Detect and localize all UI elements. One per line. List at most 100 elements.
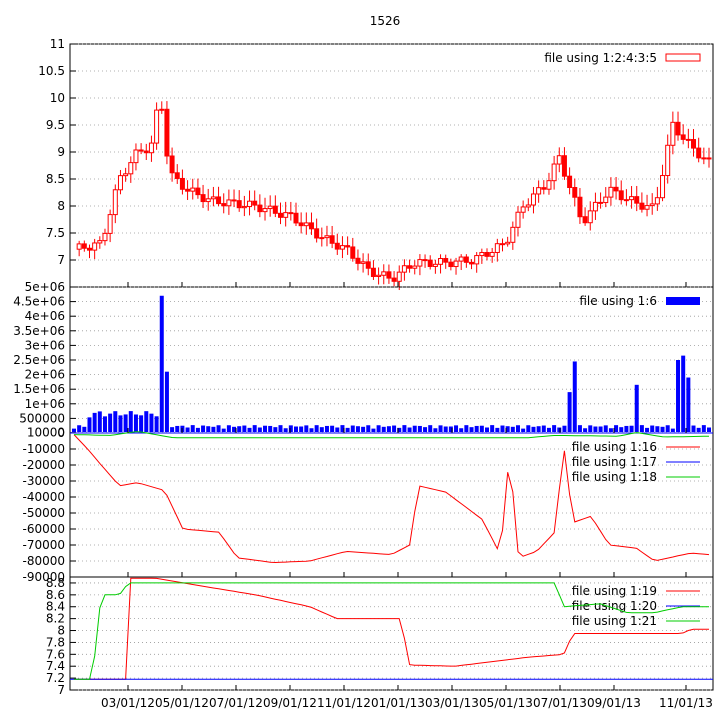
chart-panels: 7 7.5 8 8.5 9 9.5 10 10.5 11 file using 1:2:4:3:5… [13, 37, 714, 697]
volume-bar [97, 411, 102, 432]
volume-bar [608, 428, 613, 432]
volume-bar [190, 425, 195, 432]
candle-body [355, 257, 361, 264]
volume-bar [603, 425, 608, 432]
volume-bar [634, 384, 639, 432]
volume-bar [211, 426, 216, 432]
volume-bar [495, 427, 500, 432]
volume-bar [226, 425, 231, 432]
candle-body [81, 243, 87, 249]
volume-bar [216, 425, 221, 432]
candle-body [530, 193, 536, 206]
volume-bar [123, 414, 128, 432]
x-axis-labels: 03/01/12 05/01/12 07/01/12 09/01/12 11/01/12… [101, 696, 713, 710]
volume-bar [402, 425, 407, 432]
volume-bar [593, 426, 598, 432]
candle-body [401, 265, 407, 273]
candle-body [179, 177, 185, 190]
y-tick-label: -60000 [22, 522, 65, 536]
candle-body [257, 204, 263, 213]
panel-4: 77.27.47.67.888.28.48.68.8 file using 1:1… [46, 576, 714, 697]
volume-bar [139, 415, 144, 432]
volume-bar [195, 427, 200, 432]
legend-label: file using 1:17 [572, 455, 657, 469]
legend-label: file using 1:16 [572, 440, 657, 454]
y-tick-label: -70000 [22, 538, 65, 552]
candle-body [298, 222, 304, 227]
volume-bar [515, 425, 520, 432]
chart-title: 1526 [370, 14, 401, 28]
candle-body [345, 245, 351, 248]
candle-body [608, 186, 614, 198]
y-tick-label: 9 [57, 145, 65, 159]
candle-body [308, 222, 314, 230]
volume-bar [681, 355, 686, 432]
volume-bar [464, 425, 469, 432]
candle-body [412, 265, 418, 269]
series-line-18 [73, 431, 710, 439]
series-line-16 [73, 434, 710, 564]
volume-bar [526, 425, 531, 432]
volume-bar [469, 427, 474, 432]
candle-body [680, 134, 686, 140]
x-tick-label: 05/01/12 [155, 696, 209, 710]
volume-bar [479, 425, 484, 432]
volume-bar [624, 425, 629, 432]
candle-body [644, 205, 650, 210]
candle-body [262, 208, 268, 213]
candle-body [334, 242, 340, 250]
volume-bar [629, 425, 634, 432]
y-tick-label: 7.8 [46, 635, 65, 649]
volume-bar [392, 425, 397, 432]
legend-swatch [665, 53, 701, 62]
legend-label: file using 1:2:4:3:5 [544, 51, 657, 65]
x-tick-label: 01/01/13 [371, 696, 425, 710]
volume-bar [263, 425, 268, 432]
volume-bar [304, 425, 309, 432]
candle-body [386, 271, 392, 279]
volume-bar [639, 425, 644, 432]
volume-bar [283, 428, 288, 432]
candle-body [510, 226, 516, 243]
candle-body [205, 198, 211, 203]
volume-bar [443, 426, 448, 432]
volume-bar [588, 425, 593, 432]
candle-body [592, 201, 598, 212]
volume-bar [417, 425, 422, 432]
volume-bar [412, 425, 417, 432]
volume-bar [665, 425, 670, 432]
volume-bar [288, 425, 293, 432]
candle-body [293, 212, 299, 224]
candle-body [216, 196, 222, 205]
y-tick-label: 8.5 [46, 172, 65, 186]
volume-bar [552, 425, 557, 432]
x-tick-label: 09/01/12 [263, 696, 317, 710]
candle-body [102, 232, 108, 242]
candle-body [350, 246, 356, 259]
candle-body [438, 258, 444, 265]
candle-body [618, 190, 624, 201]
volume-bar [206, 426, 211, 432]
candle-body [417, 259, 423, 267]
volume-bar [583, 428, 588, 432]
candle-body [174, 172, 180, 179]
candle-body [484, 251, 490, 257]
y-tick-label: 500000 [19, 411, 65, 425]
candle-body [396, 271, 402, 282]
y-tick-label: 8.2 [46, 612, 65, 626]
volume-bar [572, 361, 577, 432]
y-tick-label: 5e+06 [25, 280, 65, 294]
candle-body [97, 240, 103, 244]
candle-body [112, 189, 118, 216]
volume-bar [144, 411, 149, 432]
volume-bar [149, 413, 154, 432]
candle-body [649, 203, 655, 207]
volume-bar [707, 427, 711, 432]
y-tick-label: 11 [50, 37, 65, 51]
volume-bar [371, 428, 376, 432]
candle-body [339, 245, 345, 250]
y-tick-label: 8.8 [46, 576, 65, 590]
volume-bar [247, 427, 252, 432]
volume-bar [500, 425, 505, 432]
